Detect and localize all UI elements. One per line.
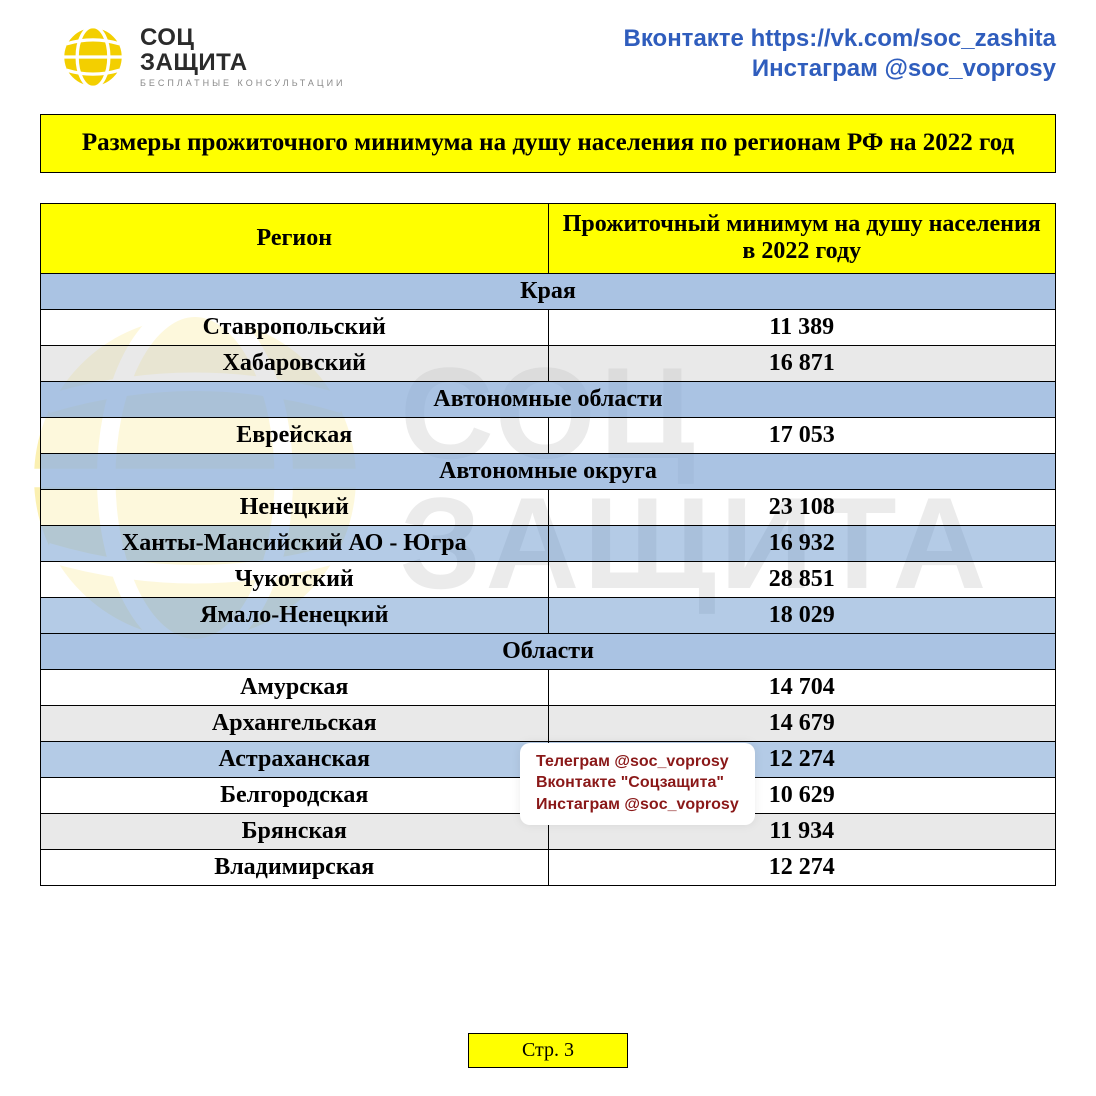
page-number: Стр. 3: [522, 1039, 574, 1061]
table-row: Архангельская14 679: [41, 705, 1056, 741]
table-row: Ставропольский11 389: [41, 309, 1056, 345]
title-box: Размеры прожиточного минимума на душу на…: [40, 114, 1056, 173]
section-label: Автономные округа: [41, 453, 1056, 489]
cell-value: 17 053: [548, 417, 1056, 453]
cell-region: Еврейская: [41, 417, 549, 453]
cell-region: Архангельская: [41, 705, 549, 741]
table-wrap: СОЦ ЗАЩИТА Регион Прожиточный минимум на…: [40, 203, 1056, 886]
page-badge: Стр. 3: [468, 1033, 628, 1068]
table-row: Автономные округа: [41, 453, 1056, 489]
table-row: Края: [41, 273, 1056, 309]
table-row: Хабаровский16 871: [41, 345, 1056, 381]
header: СОЦ ЗАЩИТА БЕСПЛАТНЫЕ КОНСУЛЬТАЦИИ Вконт…: [0, 0, 1096, 90]
section-label: Края: [41, 273, 1056, 309]
cell-value: 12 274: [548, 849, 1056, 885]
table-row: Владимирская12 274: [41, 849, 1056, 885]
overlay-line3: Инстаграм @soc_voprosy: [536, 794, 739, 816]
cell-value: 14 679: [548, 705, 1056, 741]
section-label: Автономные области: [41, 381, 1056, 417]
table-row: Чукотский28 851: [41, 561, 1056, 597]
logo-line1: СОЦ: [140, 25, 346, 50]
table-row: Ямало-Ненецкий18 029: [41, 597, 1056, 633]
cell-region: Ненецкий: [41, 489, 549, 525]
logo-block: СОЦ ЗАЩИТА БЕСПЛАТНЫЕ КОНСУЛЬТАЦИИ: [60, 24, 346, 90]
table-row: Еврейская17 053: [41, 417, 1056, 453]
logo-text: СОЦ ЗАЩИТА БЕСПЛАТНЫЕ КОНСУЛЬТАЦИИ: [140, 25, 346, 89]
cell-value: 18 029: [548, 597, 1056, 633]
cell-value: 16 932: [548, 525, 1056, 561]
logo-sub: БЕСПЛАТНЫЕ КОНСУЛЬТАЦИИ: [140, 79, 346, 88]
cell-region: Хабаровский: [41, 345, 549, 381]
social-links: Вконтакте https://vk.com/soc_zashita Инс…: [624, 24, 1057, 84]
cell-value: 14 704: [548, 669, 1056, 705]
table-row: Ненецкий23 108: [41, 489, 1056, 525]
cell-value: 28 851: [548, 561, 1056, 597]
cell-value: 23 108: [548, 489, 1056, 525]
table-row: Амурская14 704: [41, 669, 1056, 705]
cell-region: Астраханская: [41, 741, 549, 777]
cell-value: 11 389: [548, 309, 1056, 345]
overlay-line2: Вконтакте "Соцзащита": [536, 772, 739, 794]
col-region: Регион: [41, 203, 549, 273]
table-row: Области: [41, 633, 1056, 669]
cell-region: Амурская: [41, 669, 549, 705]
social-line1: Вконтакте https://vk.com/soc_zashita: [624, 24, 1057, 54]
cell-value: 16 871: [548, 345, 1056, 381]
cell-region: Владимирская: [41, 849, 549, 885]
cell-region: Белгородская: [41, 777, 549, 813]
social-line2: Инстаграм @soc_voprosy: [624, 54, 1057, 84]
cell-region: Ханты-Мансийский АО - Югра: [41, 525, 549, 561]
globe-icon: [60, 24, 126, 90]
table-row: Автономные области: [41, 381, 1056, 417]
cell-region: Ямало-Ненецкий: [41, 597, 549, 633]
table-header-row: Регион Прожиточный минимум на душу насел…: [41, 203, 1056, 273]
overlay-line1: Телеграм @soc_voprosy: [536, 751, 739, 773]
cell-region: Ставропольский: [41, 309, 549, 345]
page-title: Размеры прожиточного минимума на душу на…: [82, 129, 1014, 156]
table-row: Ханты-Мансийский АО - Югра16 932: [41, 525, 1056, 561]
logo-line2: ЗАЩИТА: [140, 50, 346, 75]
section-label: Области: [41, 633, 1056, 669]
cell-region: Брянская: [41, 813, 549, 849]
cell-region: Чукотский: [41, 561, 549, 597]
overlay-social-box: Телеграм @soc_voprosy Вконтакте "Соцзащи…: [520, 743, 755, 826]
col-value: Прожиточный минимум на душу населения в …: [548, 203, 1056, 273]
